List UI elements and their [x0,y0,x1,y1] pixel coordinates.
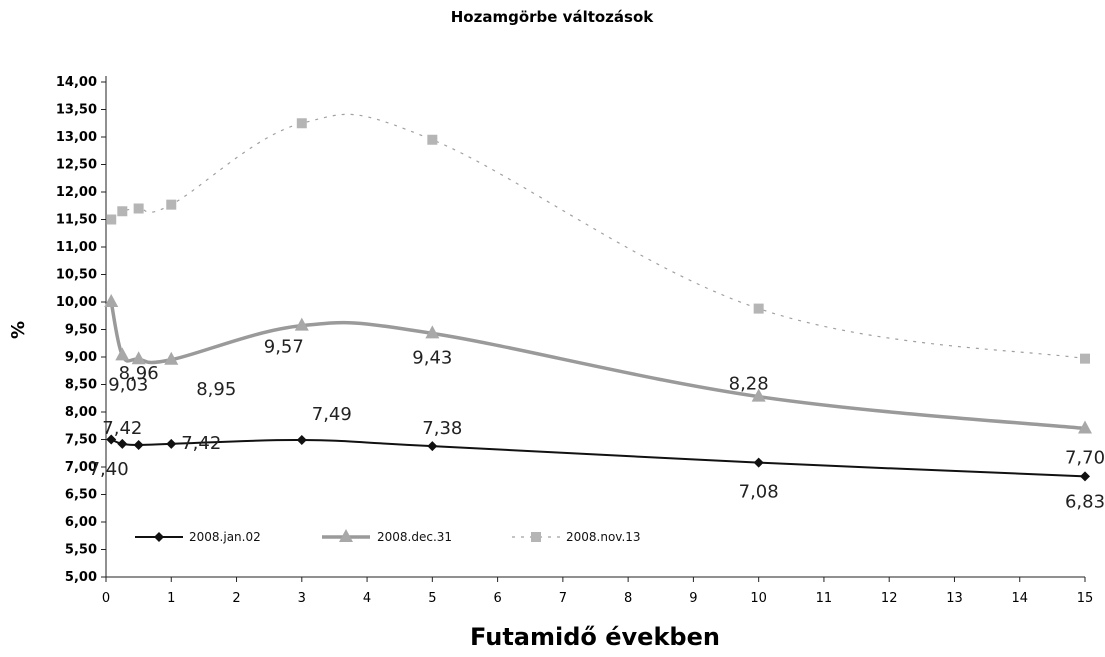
x-tick-label: 1 [167,591,175,606]
x-tick-label: 11 [816,591,833,606]
legend-label-2008-jan-02: 2008.jan.02 [189,530,261,544]
data-label-dec: 9,03 [108,374,148,395]
y-tick-label: 14,00 [56,75,97,90]
chart-title: Hozamgörbe változások [451,8,655,26]
x-tick-label: 14 [1011,591,1028,606]
y-tick-label: 8,00 [65,405,97,420]
series-marker-2008-nov-13 [1080,353,1090,364]
data-label-jan: 7,38 [422,418,462,439]
legend-marker-2008-dec-31 [339,529,353,542]
x-tick-label: 3 [298,591,306,606]
y-tick-label: 7,00 [65,460,97,475]
series-marker-2008-dec-31 [115,347,130,361]
legend-label-2008-dec-31: 2008.dec.31 [377,530,452,544]
series-markers [104,118,1092,482]
data-label-jan: 7,08 [739,482,779,503]
y-tick-label: 10,00 [56,295,97,310]
y-tick-label: 8,50 [65,378,97,393]
y-tick-label: 10,50 [56,268,97,283]
series-marker-2008-dec-31 [104,294,119,307]
data-labels: 7,42 7,40 7,42 7,49 7,38 7,08 6,83 9,038,96 8,95… [89,337,1105,513]
series-line-2008-dec-31 [109,301,1086,431]
series-marker-2008-dec-31 [164,351,179,365]
data-label-dec: 8,96 [119,363,159,384]
y-tick-label: 5,00 [65,570,97,585]
x-tick-label: 13 [946,591,963,606]
series-marker-2008-dec-31 [131,351,146,365]
series-marker-2008-jan-02 [296,435,307,446]
data-label-jan: 7,42 [181,433,221,454]
series-marker-2008-dec-31 [425,325,440,339]
data-label-jan: 7,40 [89,459,129,480]
series-marker-2008-dec-31 [1078,420,1092,434]
x-tick-label: 12 [881,591,898,606]
series-marker-2008-nov-13 [117,206,128,217]
legend-label-2008-nov-13: 2008.nov.13 [566,530,641,544]
series-marker-2008-nov-13 [166,199,177,210]
y-tick-label: 7,50 [65,433,97,448]
data-label-jan: 6,83 [1065,491,1105,512]
series-marker-2008-dec-31 [294,317,309,331]
y-axis-label: % [8,321,29,339]
series-marker-2008-jan-02 [753,457,764,468]
y-tick-label: 12,50 [56,158,97,173]
series-line-2008-jan-02 [110,438,1086,478]
legend-marker-2008-jan-02 [154,532,164,542]
series-marker-2008-dec-31 [751,388,766,402]
x-axis-label: Futamidő években [470,623,720,651]
series-marker-2008-jan-02 [427,441,438,452]
series-marker-2008-jan-02 [1080,471,1090,482]
series-marker-2008-nov-13 [133,203,144,214]
data-label-dec: 9,43 [412,347,452,368]
legend: 2008.jan.02 2008.dec.31 2008.nov.13 [135,529,641,544]
y-tick-label: 5,50 [65,543,97,558]
y-tick-label: 9,50 [65,323,97,338]
x-tick-label: 10 [750,591,767,606]
x-tick-label: 7 [559,591,567,606]
series-marker-2008-nov-13 [753,303,764,314]
series-marker-2008-jan-02 [133,440,144,450]
data-label-jan: 7,49 [312,404,352,425]
series-marker-2008-nov-13 [106,214,117,225]
series-lines [109,113,1086,478]
x-tick-label: 2 [232,591,240,606]
y-tick-label: 9,00 [65,350,97,365]
x-tick-label: 15 [1077,591,1094,606]
series-marker-2008-jan-02 [166,438,177,449]
y-tick-label: 6,50 [65,488,97,503]
y-tick-label: 11,00 [56,240,97,255]
y-tick-label: 6,00 [65,515,97,530]
x-tick-label: 9 [689,591,697,606]
data-label-jan: 7,42 [102,418,142,439]
x-tick-labels: 0 1 2 3 4 5 6 7 8 9 10 11 12 13 14 15 [102,591,1093,606]
legend-marker-2008-nov-13 [531,532,541,542]
x-tick-label: 5 [428,591,436,606]
x-tick-label: 4 [363,591,371,606]
data-label-dec: 8,95 [196,379,236,400]
data-label-dec: 9,57 [264,337,304,358]
y-tick-label: 13,00 [56,130,97,145]
y-tick-labels: 5,00 5,50 6,00 6,50 7,00 7,50 8,00 8,50 9,00 9,50… [56,75,97,585]
series-line-2008-nov-13 [110,113,1086,360]
x-tick-label: 0 [102,591,110,606]
data-label-dec: 8,28 [729,374,769,395]
y-tick-label: 12,00 [56,185,97,200]
series-marker-2008-nov-13 [427,134,438,145]
series-marker-2008-jan-02 [106,434,117,445]
x-tick-label: 8 [624,591,632,606]
series-marker-2008-nov-13 [296,118,307,129]
series-marker-2008-jan-02 [117,438,128,449]
axes [101,76,1086,582]
y-tick-label: 13,50 [56,103,97,118]
y-tick-label: 11,50 [56,213,97,228]
data-label-dec: 7,70 [1065,448,1105,469]
x-tick-label: 6 [493,591,501,606]
